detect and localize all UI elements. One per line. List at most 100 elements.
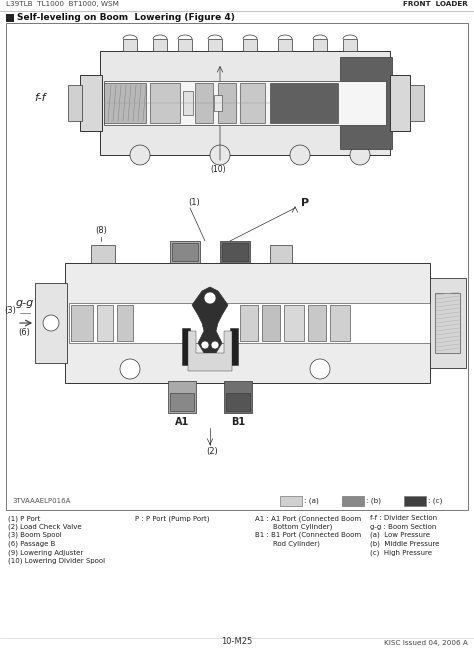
Bar	[91, 245, 115, 263]
Text: (6) Passage B: (6) Passage B	[8, 540, 55, 547]
Bar	[343, 39, 357, 51]
Bar	[243, 39, 257, 51]
Text: KISC Issued 04, 2006 A: KISC Issued 04, 2006 A	[384, 640, 468, 646]
Text: P : P Port (Pump Port): P : P Port (Pump Port)	[135, 515, 210, 522]
Text: 10-M25: 10-M25	[221, 637, 253, 646]
Bar	[104, 81, 386, 125]
Text: : (b): : (b)	[366, 497, 381, 504]
Bar	[183, 91, 193, 115]
Circle shape	[201, 341, 209, 349]
Polygon shape	[192, 287, 228, 361]
Text: (b)  Middle Pressure: (b) Middle Pressure	[370, 540, 439, 547]
Polygon shape	[188, 331, 232, 371]
Text: Rod Cylinder): Rod Cylinder)	[255, 540, 320, 547]
Bar	[390, 75, 410, 131]
Text: (3) Boom Spool: (3) Boom Spool	[8, 532, 62, 538]
Circle shape	[43, 315, 59, 331]
Text: (6): (6)	[18, 328, 30, 337]
Text: (1) P Port: (1) P Port	[8, 515, 40, 522]
Bar	[80, 75, 102, 131]
Bar	[100, 51, 390, 155]
Bar	[104, 83, 146, 123]
Bar	[168, 381, 196, 413]
Text: L39TLB  TL1000  BT1000, WSM: L39TLB TL1000 BT1000, WSM	[6, 1, 119, 7]
Bar	[220, 241, 250, 263]
Text: Self-leveling on Boom  Lowering (Figure 4): Self-leveling on Boom Lowering (Figure 4…	[17, 14, 235, 22]
Circle shape	[130, 145, 150, 165]
Bar	[208, 39, 222, 51]
Text: (c)  High Pressure: (c) High Pressure	[370, 549, 432, 555]
Bar	[6, 23, 468, 510]
Text: B1: B1	[231, 417, 245, 427]
Bar	[117, 305, 133, 341]
Bar	[195, 83, 213, 123]
Bar	[224, 381, 252, 413]
Text: (2) Load Check Valve: (2) Load Check Valve	[8, 524, 82, 530]
Bar	[68, 85, 82, 121]
Bar	[170, 241, 200, 263]
Text: Bottom Cylinder): Bottom Cylinder)	[255, 524, 332, 530]
Text: f-f : Divider Section: f-f : Divider Section	[370, 515, 437, 521]
Bar	[69, 303, 430, 343]
Text: (9) Lowering Adjuster: (9) Lowering Adjuster	[8, 549, 83, 555]
Circle shape	[290, 145, 310, 165]
Polygon shape	[182, 328, 238, 365]
Circle shape	[204, 292, 216, 304]
Text: (1): (1)	[188, 199, 200, 207]
Bar	[270, 83, 338, 123]
Bar	[280, 496, 302, 506]
Text: 3TVAAAELP016A: 3TVAAAELP016A	[12, 498, 70, 504]
Bar	[172, 243, 198, 261]
Text: (10): (10)	[210, 165, 226, 174]
Text: (2): (2)	[206, 447, 218, 456]
Text: B1 : B1 Port (Connected Boom: B1 : B1 Port (Connected Boom	[255, 532, 361, 538]
Text: (a)  Low Pressure: (a) Low Pressure	[370, 532, 430, 538]
Text: P: P	[301, 198, 309, 208]
Text: g-g : Boom Section: g-g : Boom Section	[370, 524, 437, 530]
Bar	[35, 283, 67, 363]
Circle shape	[210, 145, 230, 165]
Bar	[240, 305, 258, 341]
Bar	[308, 305, 326, 341]
Circle shape	[120, 359, 140, 379]
Bar	[71, 305, 93, 341]
Circle shape	[310, 359, 330, 379]
Bar	[330, 305, 350, 341]
Bar	[218, 83, 236, 123]
Text: A1 : A1 Port (Connected Boom: A1 : A1 Port (Connected Boom	[255, 515, 361, 522]
Text: (8): (8)	[95, 226, 107, 235]
Bar	[313, 39, 327, 51]
Circle shape	[350, 145, 370, 165]
Bar	[435, 293, 460, 353]
Bar	[97, 305, 113, 341]
Text: : (a): : (a)	[304, 497, 319, 504]
Bar	[226, 393, 250, 411]
Bar	[240, 83, 265, 123]
Bar	[404, 496, 426, 506]
Text: : (c): : (c)	[428, 497, 442, 504]
Bar	[170, 393, 194, 411]
Bar	[410, 85, 424, 121]
Text: (3): (3)	[4, 306, 16, 315]
Bar	[153, 39, 167, 51]
Bar	[262, 305, 280, 341]
Bar	[340, 57, 392, 149]
Bar	[342, 496, 364, 506]
Bar	[222, 243, 248, 261]
Text: f-f: f-f	[34, 93, 46, 103]
Bar	[65, 263, 430, 383]
Text: FRONT  LOADER: FRONT LOADER	[403, 1, 468, 7]
Bar	[178, 39, 192, 51]
Bar	[270, 245, 292, 263]
Text: g-g: g-g	[16, 298, 34, 308]
Text: A1: A1	[175, 417, 189, 427]
Bar	[214, 95, 222, 111]
Bar	[123, 39, 137, 51]
Circle shape	[211, 341, 219, 349]
Bar	[6, 14, 14, 22]
Bar	[150, 83, 180, 123]
Bar	[284, 305, 304, 341]
Bar	[278, 39, 292, 51]
Bar	[430, 278, 466, 368]
Text: (10) Lowering Divider Spool: (10) Lowering Divider Spool	[8, 557, 105, 564]
